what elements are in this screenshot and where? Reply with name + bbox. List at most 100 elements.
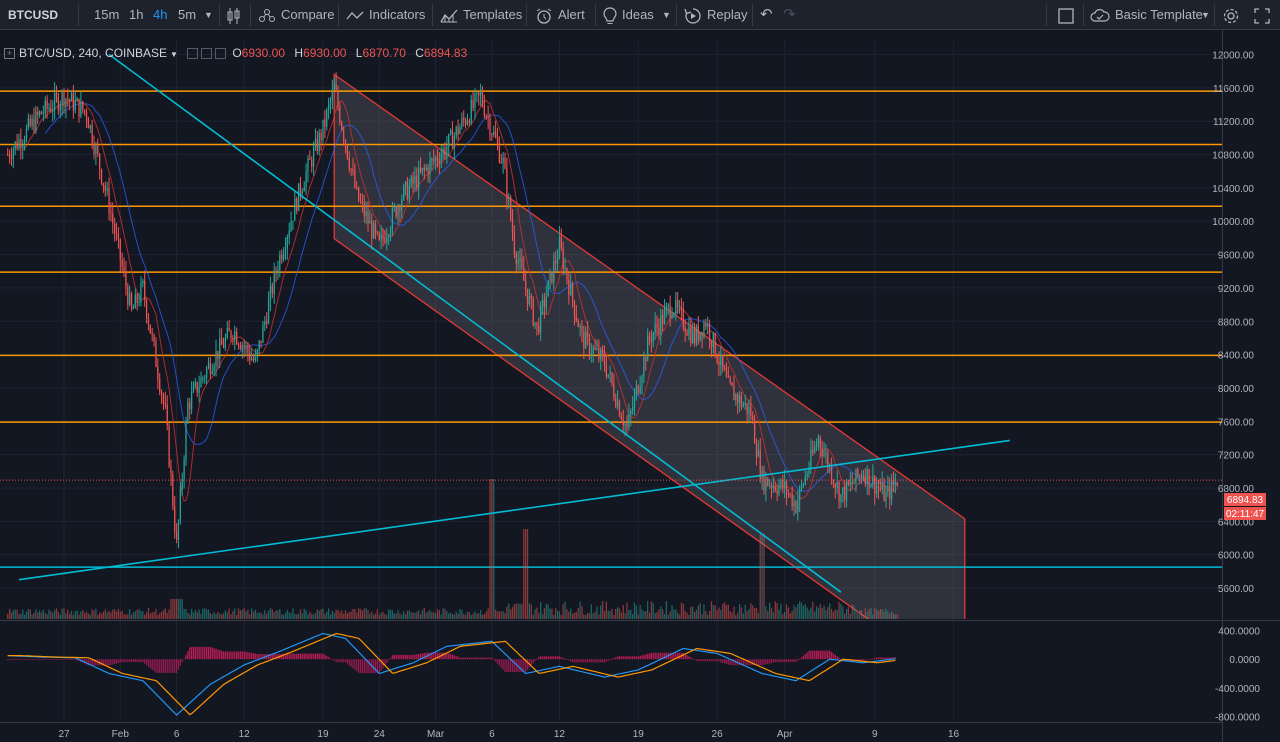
candle-body (226, 328, 228, 338)
macd-histogram-bar (222, 651, 225, 660)
ideas-dropdown-chevron-icon[interactable]: ▼ (662, 10, 671, 20)
volume-bar (256, 612, 258, 619)
falling-trendline[interactable] (108, 53, 842, 593)
macd-histogram-bar (67, 659, 69, 660)
templates-button[interactable]: Templates (440, 0, 522, 30)
template-select-button[interactable]: Basic Template (1090, 0, 1203, 30)
volume-bar (145, 612, 148, 619)
macd-histogram-bar (72, 659, 75, 660)
macd-histogram-bar (570, 659, 572, 662)
redo-icon[interactable]: ↷ (783, 6, 796, 23)
chart-type-candles-button[interactable] (226, 0, 247, 30)
macd-histogram-bar (55, 659, 58, 660)
candle-body (857, 468, 859, 477)
volume-bar (600, 605, 602, 619)
series-settings-icon[interactable] (200, 48, 212, 60)
series-title[interactable]: BTC/USD, 240, COINBASE (19, 46, 168, 60)
macd-histogram-bar (27, 659, 29, 660)
macd-histogram-bar (875, 657, 878, 660)
interval-dropdown-chevron-icon[interactable]: ▼ (204, 10, 213, 20)
undo-icon[interactable]: ↶ (760, 6, 773, 23)
candle-body (80, 101, 82, 117)
low-value: 6870.70 (362, 46, 406, 60)
volume-bar (733, 606, 735, 619)
compare-button[interactable]: Compare (258, 0, 334, 30)
volume-bar (543, 608, 546, 619)
macd-histogram-bar (601, 659, 604, 663)
ideas-button[interactable]: Ideas (603, 0, 654, 30)
candle-body (425, 167, 427, 170)
candle-body (205, 368, 208, 378)
alert-label: Alert (558, 7, 585, 22)
volume-bar (742, 613, 744, 619)
volume-bar (230, 614, 232, 619)
candle-body (543, 299, 546, 308)
macd-histogram-bar (356, 659, 358, 672)
series-more-icon[interactable] (214, 48, 226, 60)
candle-body (121, 260, 123, 267)
volume-bar (164, 608, 166, 619)
select-layout-button[interactable] (1058, 0, 1074, 30)
macd-histogram-bar (42, 659, 44, 660)
candle-body (650, 338, 653, 342)
time-axis[interactable]: 27 Feb 6 12 19 24 Mar 6 12 19 26 Apr 9 16 (58, 729, 959, 740)
macd-histogram-bar (859, 659, 861, 661)
volume-bar (836, 609, 838, 619)
alert-button[interactable]: Alert (535, 0, 585, 30)
macd-histogram-bar (275, 654, 277, 660)
moving-average-fast (22, 99, 898, 502)
volume-bar (243, 608, 245, 619)
indicators-button[interactable]: Indicators (346, 0, 425, 30)
macd-histogram-bar (579, 659, 581, 663)
interval-4h-button[interactable]: 4h (153, 7, 168, 22)
macd-histogram-bar (815, 650, 818, 660)
candle-body (588, 336, 591, 354)
volume-bar (682, 603, 684, 619)
volume-bar (746, 610, 748, 619)
candle-body (479, 92, 482, 96)
volume-bar (648, 612, 651, 619)
settings-button[interactable] (1222, 0, 1240, 30)
fullscreen-button[interactable] (1254, 0, 1270, 30)
volume-bar (425, 612, 427, 619)
candle-body (22, 144, 24, 149)
candle-body (558, 237, 561, 259)
volume-bar (187, 612, 189, 619)
macd-histogram-bar (461, 657, 463, 660)
macd-histogram-bar (164, 659, 166, 673)
candle-body (491, 134, 493, 136)
macd-histogram-bar (768, 659, 771, 664)
macd-axis-label: -400.0000 (1215, 684, 1260, 695)
candle-body (504, 157, 506, 169)
interval-5m-button[interactable]: 5m (178, 7, 197, 22)
candle-body (296, 198, 298, 211)
descending-channel[interactable] (333, 73, 966, 689)
macd-histogram-bar (857, 659, 859, 661)
price-axis[interactable]: 12000.0011600.0011200.0010800.0010400.00… (1212, 51, 1254, 596)
macd-histogram-bar (354, 659, 356, 670)
volume-bar (14, 609, 16, 619)
macd-histogram-bar (100, 659, 103, 666)
add-symbol-icon[interactable]: + (4, 48, 15, 60)
candle-body (228, 328, 230, 332)
symbol-search-button[interactable]: BTCUSD (8, 8, 58, 22)
macd-histogram-bar (40, 659, 43, 660)
candle-body (33, 118, 35, 132)
interval-15m-button[interactable]: 15m (94, 7, 120, 22)
rising-trendline[interactable] (18, 439, 1010, 581)
template-dropdown-chevron-icon[interactable]: ▼ (1201, 10, 1210, 20)
macd-histogram-bar (18, 659, 20, 660)
replay-button[interactable]: Replay (684, 0, 747, 30)
candle-body (671, 314, 673, 318)
series-dropdown-chevron-icon[interactable]: ▼ (170, 50, 178, 59)
series-visibility-icon[interactable] (186, 48, 198, 60)
macd-histogram-bar (755, 659, 758, 666)
candle-body (697, 326, 699, 340)
candle-body (134, 294, 136, 309)
volume-bar (530, 604, 532, 619)
candle-body (667, 304, 669, 307)
macd-histogram-bar (286, 653, 288, 660)
interval-1h-button[interactable]: 1h (129, 7, 144, 22)
